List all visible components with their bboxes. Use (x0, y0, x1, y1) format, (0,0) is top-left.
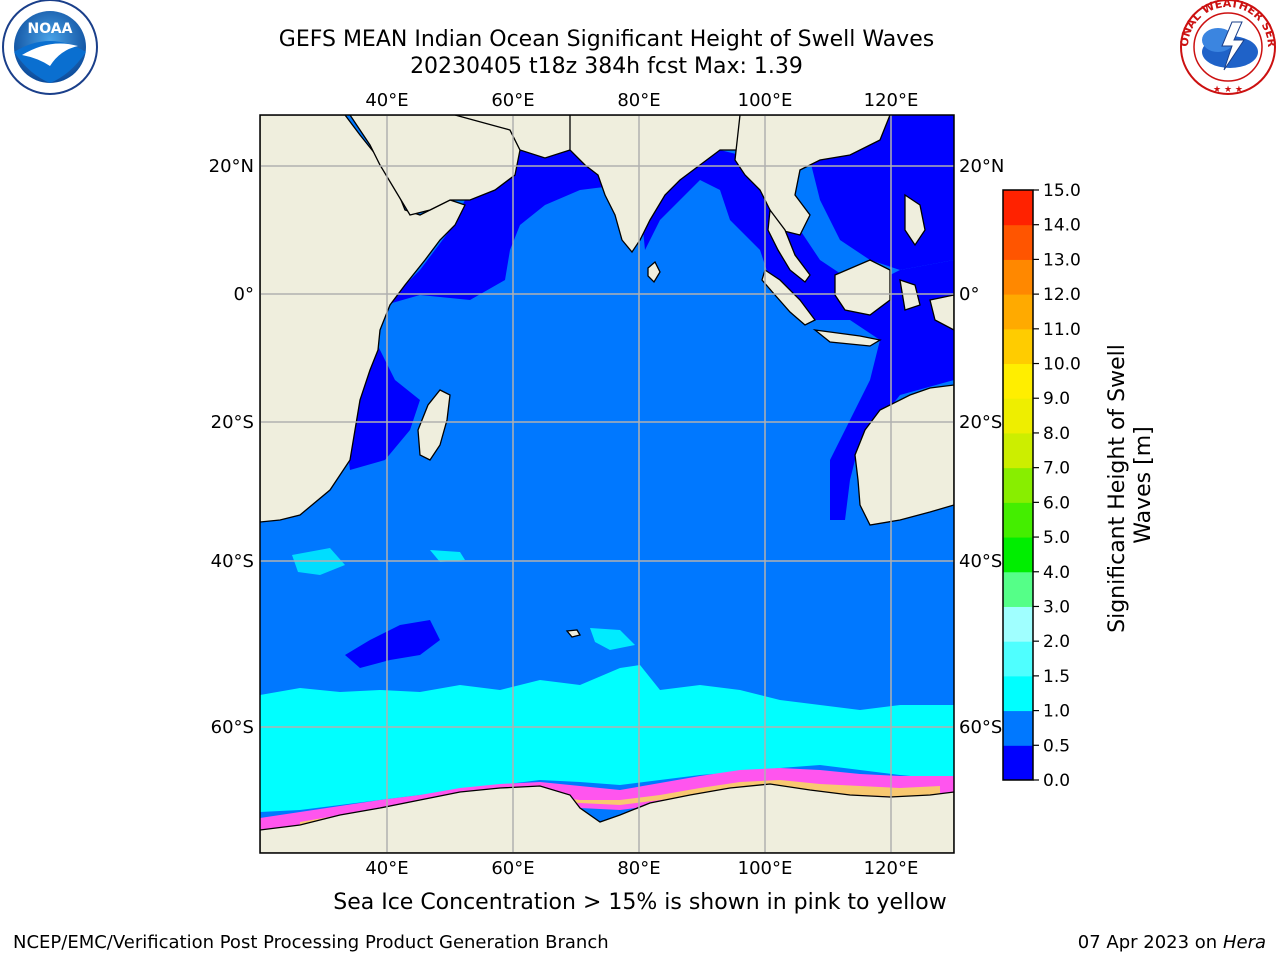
low-swell-patch (345, 620, 440, 668)
land-kerguelen (565, 629, 582, 638)
colorbar-frame (1002, 189, 1034, 781)
lat-tick-left: 20°S (211, 412, 254, 433)
lat-tick-left: 40°S (211, 551, 254, 572)
colorbar-tick-label: 12.0 (1043, 285, 1081, 305)
colorbar-segment (1003, 259, 1033, 295)
svg-text:★ ★ ★: ★ ★ ★ (1213, 85, 1243, 95)
lon-tick-top: 100°E (738, 90, 793, 111)
lon-tick-bottom: 80°E (617, 858, 660, 879)
lon-tick-top: 40°E (365, 90, 408, 111)
lon-tick-bottom: 120°E (864, 858, 919, 879)
swell-patch-cyan-2 (590, 628, 635, 650)
footer-date-text: 07 Apr 2023 on (1077, 932, 1223, 953)
nws-logo-text: NATIONAL WEATHER SERVICE (0, 0, 1278, 48)
colorbar-tick-label: 5.0 (1043, 528, 1070, 548)
lon-tick-top: 120°E (864, 90, 919, 111)
lat-tick-right: 0° (959, 284, 979, 305)
land-sulawesi (899, 279, 921, 311)
colorbar-segment (1003, 502, 1033, 538)
colorbar-tick-label: 7.0 (1043, 459, 1070, 479)
chart-title: GEFS MEAN Indian Ocean Significant Heigh… (278, 27, 935, 52)
colorbar-tick-label: 14.0 (1043, 216, 1081, 236)
land-australia (854, 384, 954, 526)
lat-tick-left: 20°N (209, 156, 254, 177)
colorbar-tick-label: 4.0 (1043, 563, 1070, 583)
low-swell-zone-arabian (330, 115, 620, 470)
colorbar-label-line2: Waves [m] (1131, 426, 1156, 543)
nws-logo: NATIONAL WEATHER SERVICE ★ ★ ★ (0, 0, 1278, 95)
colorbar: 0.0 0.5 1.0 1.5 2.0 3.0 4.0 5.0 6.0 7.0 8.0 9.0 10.0… (1002, 181, 1081, 791)
colorbar-label-line1: Significant Height of Swell (1105, 344, 1130, 633)
land-madagascar (417, 389, 451, 461)
colorbar-segment (1003, 641, 1033, 677)
footer-date: 07 Apr 2023 on Hera (1078, 932, 1266, 953)
colorbar-tick-label: 6.0 (1043, 493, 1070, 513)
lat-tick-right: 40°S (959, 551, 1002, 572)
colorbar-segment (1003, 294, 1033, 330)
land-sumatra (761, 268, 816, 326)
land-borneo (834, 259, 891, 316)
lat-tick-right: 60°S (959, 717, 1002, 738)
colorbar-tick-label: 15.0 (1043, 181, 1081, 201)
colorbar-tick-label: 10.0 (1043, 355, 1081, 375)
swell-patch-cyan-3 (430, 550, 465, 562)
footer-host: Hera (1222, 932, 1266, 953)
colorbar-segment (1003, 710, 1033, 746)
lon-tick-top: 60°E (491, 90, 534, 111)
land-india (569, 115, 761, 254)
colorbar-tick-label: 1.0 (1043, 702, 1070, 722)
footer-credit: NCEP/EMC/Verification Post Processing Pr… (13, 932, 609, 953)
land-malay-peninsula (767, 208, 811, 283)
colorbar-tick-label: 2.0 (1043, 632, 1070, 652)
colorbar-tick-label: 9.0 (1043, 389, 1070, 409)
land-masses (260, 115, 954, 853)
colorbar-tick-label: 1.5 (1043, 667, 1070, 687)
lat-tick-left: 60°S (211, 717, 254, 738)
colorbar-segment (1003, 363, 1033, 399)
colorbar-segment (1003, 190, 1033, 226)
colorbar-segment (1003, 398, 1033, 434)
colorbar-tick-label: 0.5 (1043, 736, 1070, 756)
map-frame (259, 114, 955, 854)
map-area (260, 115, 954, 853)
land-sri-lanka (647, 260, 661, 284)
chart-subtitle: 20230405 t18z 384h fcst Max: 1.39 (410, 54, 803, 79)
caption: Sea Ice Concentration > 15% is shown in … (333, 890, 947, 915)
graticule (260, 115, 954, 853)
colorbar-segment (1003, 467, 1033, 503)
land-java (812, 329, 882, 347)
colorbar-tick-label: 0.0 (1043, 771, 1070, 791)
lon-tick-bottom: 100°E (738, 858, 793, 879)
colorbar-segment (1003, 432, 1033, 469)
lon-tick-bottom: 40°E (365, 858, 408, 879)
lat-tick-right: 20°N (959, 156, 1004, 177)
colorbar-tick-label: 11.0 (1043, 320, 1081, 340)
land-philippines (904, 193, 926, 247)
colorbar-segment (1003, 745, 1033, 781)
noaa-logo-text: NOAA (28, 21, 73, 37)
swell-band-1-1.5m (260, 665, 954, 812)
colorbar-segment (1003, 328, 1033, 365)
colorbar-segment (1003, 675, 1033, 712)
lat-tick-left: 0° (234, 284, 254, 305)
land-new-guinea (929, 294, 954, 331)
colorbar-label: Significant Height of Swell Waves [m] (1105, 337, 1156, 633)
lon-tick-bottom: 60°E (491, 858, 534, 879)
lat-tick-right: 20°S (959, 412, 1002, 433)
axis-tick-labels: 40°E 60°E 80°E 100°E 120°E 40°E 60°E 80°… (209, 90, 1005, 879)
land-antarctica (260, 783, 954, 853)
colorbar-segment (1003, 606, 1033, 642)
land-indochina (734, 115, 891, 236)
colorbar-segment (1003, 224, 1033, 260)
colorbar-segment (1003, 537, 1033, 573)
svg-text:NATIONAL WEATHER SERVICE: NATIONAL WEATHER SERVICE (0, 0, 1278, 48)
lon-tick-top: 80°E (617, 90, 660, 111)
colorbar-tick-label: 8.0 (1043, 424, 1070, 444)
colorbar-tick-label: 13.0 (1043, 250, 1081, 270)
colorbar-tick-label: 3.0 (1043, 597, 1070, 617)
colorbar-segment (1003, 571, 1033, 607)
noaa-logo: NOAA (2, 0, 98, 95)
